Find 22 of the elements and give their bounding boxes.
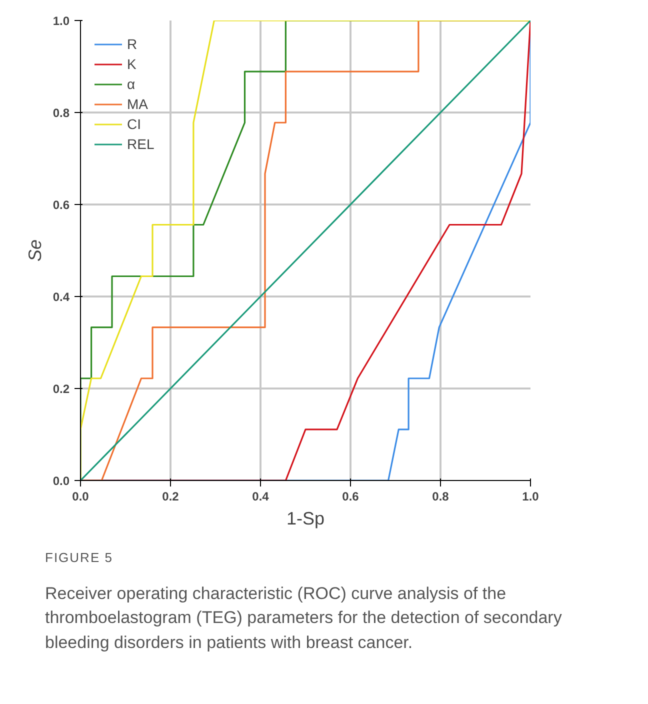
x-tick-label: 0.6 <box>342 490 360 504</box>
y-tick-label: 0.8 <box>52 106 70 120</box>
text: Receiver operating characteristic (ROC) curve analysis of the thromboelastogram (TEG) parameters for the detection of secondary bleeding disorders in patients with breast cancer. <box>45 582 563 654</box>
x-tick-label: 0.0 <box>72 490 90 504</box>
x-tick-label: 0.8 <box>432 490 450 504</box>
legend-label: K <box>127 56 138 72</box>
y-tick-label: 0.6 <box>52 198 70 212</box>
x-tick-label: 0.2 <box>162 490 180 504</box>
legend-label: REL <box>127 136 154 152</box>
y-tick-label: 0.0 <box>52 474 70 488</box>
y-axis-title: Se <box>24 239 45 262</box>
legend-label: α <box>127 76 136 92</box>
x-tick-label: 0.4 <box>252 490 270 504</box>
x-tick-label: 1.0 <box>522 490 540 504</box>
legend-label: R <box>127 36 138 52</box>
caption: FIGURE 5 <box>45 549 113 567</box>
x-axis-title: 1-Sp <box>286 508 325 528</box>
y-tick-label: 1.0 <box>52 14 70 28</box>
legend-label: CI <box>127 116 142 132</box>
y-tick-label: 0.4 <box>52 290 70 304</box>
legend-label: MA <box>127 96 148 112</box>
y-tick-label: 0.2 <box>52 382 70 396</box>
